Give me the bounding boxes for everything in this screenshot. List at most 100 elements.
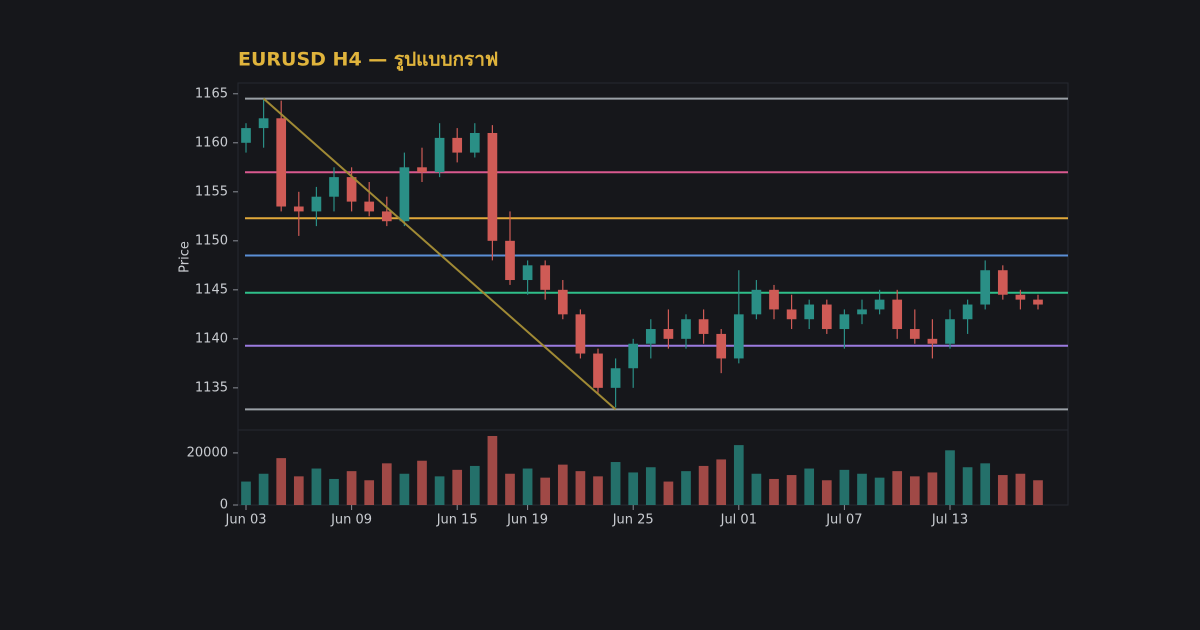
volume-bar	[399, 473, 410, 505]
candle-body	[311, 196, 322, 212]
volume-bar	[769, 478, 779, 505]
volume-bar	[522, 468, 533, 505]
candle-body	[645, 329, 656, 344]
candle-body	[434, 137, 445, 173]
volume-bar	[540, 477, 551, 505]
candle-body	[927, 338, 938, 344]
candle-body	[276, 118, 287, 207]
candle-body	[663, 329, 674, 339]
candle-body	[505, 240, 515, 281]
volume-bar	[381, 463, 392, 505]
y-tick-label: 1165	[195, 86, 228, 101]
x-tick-label: Jul 13	[931, 513, 968, 528]
volume-bar	[557, 464, 568, 505]
x-tick-label: Jul 01	[720, 513, 757, 528]
volume-bar	[1015, 473, 1026, 505]
candle-body	[575, 314, 586, 354]
chart-title: EURUSD H4 — รูปแบบกราฟ	[238, 49, 498, 72]
volume-bar	[469, 465, 480, 505]
volume-y-tick-label: 20000	[187, 445, 228, 460]
volume-bar	[821, 480, 832, 505]
volume-bar	[575, 471, 586, 505]
candle-body	[417, 167, 427, 173]
candle-body	[293, 206, 304, 212]
y-tick-label: 1135	[195, 380, 228, 395]
candle-body	[945, 319, 955, 344]
volume-y-tick-label: 0	[220, 498, 228, 513]
volume-bar	[645, 467, 656, 505]
candle-body	[329, 177, 339, 197]
candle-body	[346, 177, 357, 202]
y-tick-label: 1160	[195, 135, 228, 150]
volume-bar	[857, 473, 867, 505]
candle-body	[909, 329, 920, 339]
candle-body	[399, 167, 410, 222]
y-tick-label: 1155	[195, 184, 228, 199]
volume-bar	[874, 477, 885, 505]
volume-bar	[927, 472, 938, 505]
volume-bar	[434, 476, 445, 505]
candle-body	[733, 314, 744, 359]
volume-bar	[698, 465, 709, 505]
candle-body	[557, 289, 568, 315]
volume-bar	[980, 463, 991, 505]
volume-bar	[681, 471, 691, 505]
candle-body	[381, 211, 392, 222]
volume-bar	[716, 459, 727, 505]
candle-body	[839, 314, 850, 330]
volume-bar	[733, 445, 744, 505]
candle-body	[593, 353, 603, 388]
candle-body	[241, 128, 251, 143]
trend-line	[262, 97, 617, 411]
x-tick-label: Jun 19	[506, 513, 548, 528]
volume-bar	[751, 473, 762, 505]
candle-body	[804, 304, 815, 320]
candle-body	[681, 319, 691, 339]
candle-body	[751, 289, 762, 315]
candle-body	[892, 299, 903, 330]
volume-bar	[258, 473, 269, 505]
candle-body	[716, 333, 727, 359]
y-axis-label: Price	[178, 241, 193, 273]
candle-body	[962, 304, 973, 320]
candle-body	[610, 368, 621, 388]
candle-body	[487, 132, 498, 241]
volume-bar	[892, 471, 903, 505]
y-tick-label: 1145	[195, 282, 228, 297]
volume-bar	[505, 473, 515, 505]
volume-bar	[997, 475, 1008, 505]
volume-bar	[417, 460, 427, 505]
candle-body	[769, 289, 779, 310]
candle-body	[452, 137, 463, 153]
candle-body	[1015, 294, 1026, 300]
candle-body	[821, 304, 832, 330]
candle-body	[980, 270, 991, 305]
volume-bar	[276, 458, 287, 505]
volume-bar	[804, 468, 815, 505]
candle-body	[540, 265, 551, 290]
volume-bar	[241, 481, 251, 505]
volume-bar	[329, 478, 339, 505]
volume-bar	[610, 462, 621, 505]
x-tick-label: Jun 09	[330, 513, 372, 528]
volume-bar	[452, 469, 463, 505]
y-tick-label: 1140	[195, 331, 228, 346]
x-tick-label: Jul 07	[825, 513, 862, 528]
y-tick-label: 1150	[195, 233, 228, 248]
volume-bar	[909, 476, 920, 505]
volume-bar	[487, 435, 498, 505]
candle-body	[522, 265, 533, 281]
candle-body	[786, 309, 797, 320]
candle-body	[258, 118, 269, 129]
candle-body	[1033, 299, 1043, 305]
x-tick-label: Jun 03	[225, 513, 267, 528]
volume-bar	[663, 481, 674, 505]
volume-bar	[839, 469, 850, 505]
volume-bar	[945, 450, 955, 505]
candle-body	[469, 132, 480, 153]
volume-bar	[346, 471, 357, 505]
volume-bar	[786, 475, 797, 505]
volume-bar	[364, 480, 375, 505]
volume-bar	[311, 468, 322, 505]
